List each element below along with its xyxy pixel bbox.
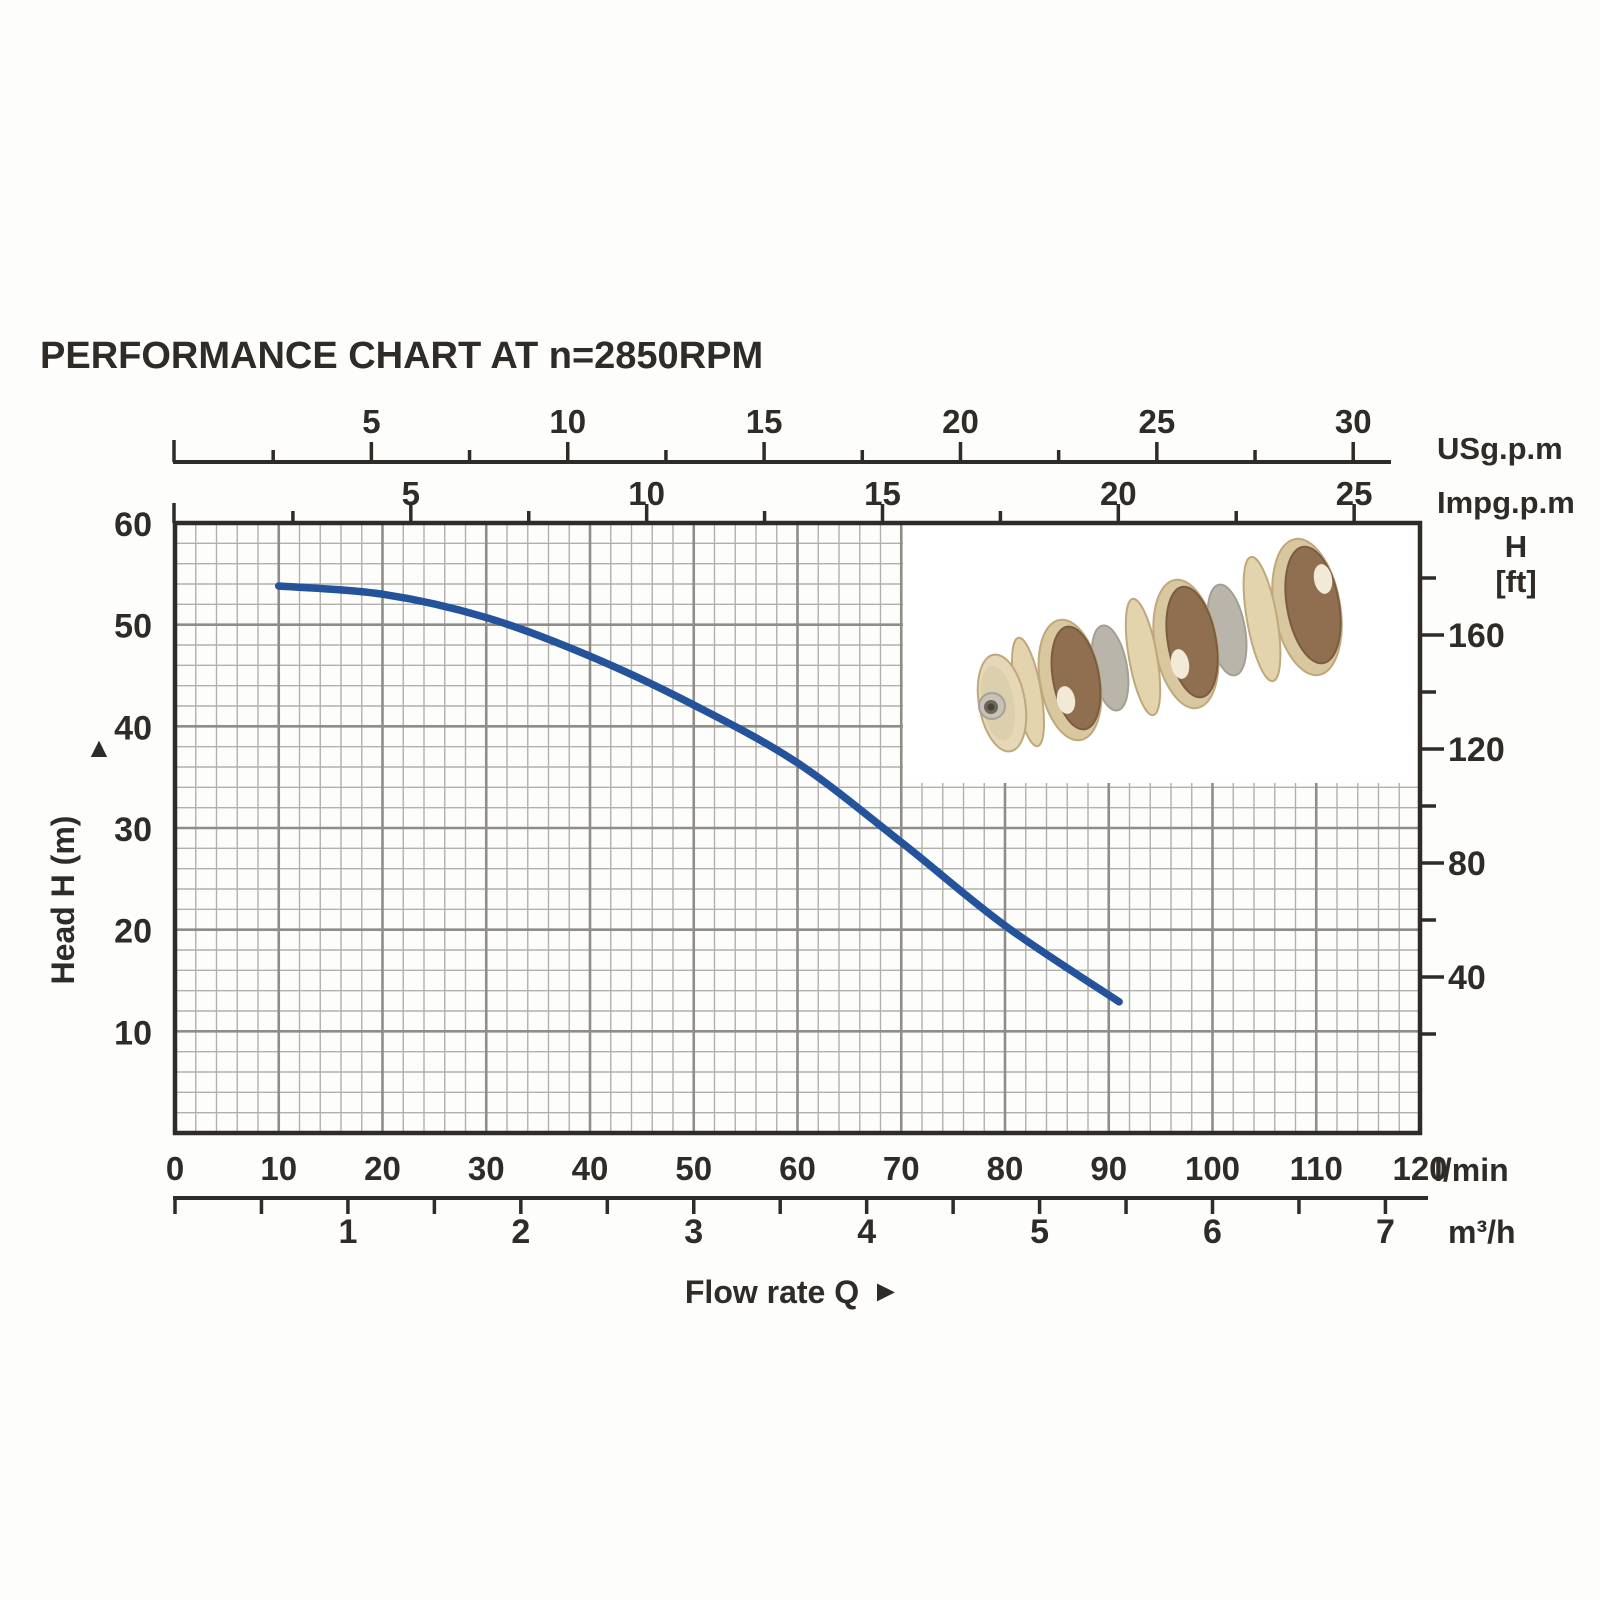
usgpm-tick-label: 25 <box>1138 403 1175 440</box>
usgpm-axis-unit-label: USg.p.m <box>1437 431 1563 466</box>
lmin-tick-label: 40 <box>572 1150 609 1187</box>
m3h-tick-label: 6 <box>1203 1213 1222 1251</box>
m3h-tick-label: 2 <box>511 1213 530 1251</box>
m3h-tick-label: 7 <box>1376 1213 1395 1251</box>
usgpm-tick-label: 10 <box>549 403 586 440</box>
head-axis-title: Head H (m) <box>45 816 81 985</box>
ft-tick-label: 120 <box>1448 731 1505 769</box>
flow-axis-arrow-icon: ► <box>871 1275 901 1308</box>
impeller-disc <box>1124 597 1162 717</box>
impeller-disc <box>1170 649 1190 679</box>
head-m-tick-label: 30 <box>114 811 152 849</box>
head-flow-curve <box>275 582 1123 1006</box>
impgpm-tick-label: 15 <box>864 475 901 512</box>
impeller-disc <box>1313 564 1333 594</box>
tick-labels-layer: 5 10 15 20 25 305 10 15 20 2540801201601020304050… <box>114 403 1505 1251</box>
pump-curve <box>275 582 1123 1006</box>
ft-axis-letter-label: H <box>1505 529 1527 564</box>
lmin-tick-label: 80 <box>987 1150 1024 1187</box>
m3h-tick-label: 1 <box>338 1213 357 1251</box>
impgpm-tick-label: 5 <box>402 475 420 512</box>
lmin-tick-label: 50 <box>675 1150 712 1187</box>
axes-layer <box>172 440 1444 1214</box>
head-m-tick-label: 60 <box>114 506 152 544</box>
flow-axis-title: Flow rate Q <box>685 1274 859 1310</box>
grid-major-layer <box>175 523 1420 1133</box>
lmin-tick-label: 0 <box>166 1150 184 1187</box>
usgpm-tick-label: 20 <box>942 403 979 440</box>
ft-tick-label: 40 <box>1448 959 1486 997</box>
m3h-axis-unit-label: m³/h <box>1448 1214 1516 1250</box>
impeller-disc <box>1056 686 1076 714</box>
impgpm-tick-label: 25 <box>1336 475 1373 512</box>
pump-impeller-inset-image <box>903 525 1418 783</box>
ft-tick-label: 80 <box>1448 845 1486 883</box>
head-axis-arrow-icon: ▲ <box>85 732 113 763</box>
lmin-tick-label: 60 <box>779 1150 816 1187</box>
usgpm-tick-label: 5 <box>362 403 380 440</box>
lmin-tick-label: 110 <box>1290 1150 1343 1187</box>
head-m-tick-label: 50 <box>114 608 152 646</box>
lmin-axis-unit-label: l/min <box>1434 1152 1509 1188</box>
impgpm-tick-label: 10 <box>628 475 665 512</box>
head-m-tick-label: 10 <box>114 1014 152 1052</box>
m3h-tick-label: 3 <box>684 1213 703 1251</box>
head-m-tick-label: 20 <box>114 913 152 951</box>
usgpm-tick-label: 30 <box>1335 403 1372 440</box>
plot-border <box>172 520 1423 1136</box>
impeller-hub <box>987 703 995 711</box>
lmin-tick-label: 10 <box>260 1150 297 1187</box>
impeller-disc <box>1242 555 1282 683</box>
lmin-tick-label: 20 <box>364 1150 401 1187</box>
usgpm-tick-label: 15 <box>746 403 783 440</box>
head-m-tick-label: 40 <box>114 709 152 747</box>
page-title: PERFORMANCE CHART AT n=2850RPM <box>40 335 763 377</box>
m3h-tick-label: 5 <box>1030 1213 1049 1251</box>
m3h-tick-label: 4 <box>857 1213 876 1251</box>
ft-axis-bracket-label: [ft] <box>1495 564 1536 599</box>
ft-tick-label: 160 <box>1448 617 1505 655</box>
lmin-tick-label: 100 <box>1185 1150 1240 1187</box>
lmin-tick-label: 90 <box>1090 1150 1127 1187</box>
lmin-tick-label: 70 <box>883 1150 920 1187</box>
lmin-tick-label: 30 <box>468 1150 505 1187</box>
impgpm-tick-label: 20 <box>1100 475 1137 512</box>
lmin-tick-label: 120 <box>1392 1150 1447 1187</box>
impgpm-axis-unit-label: Impg.p.m <box>1437 485 1575 520</box>
